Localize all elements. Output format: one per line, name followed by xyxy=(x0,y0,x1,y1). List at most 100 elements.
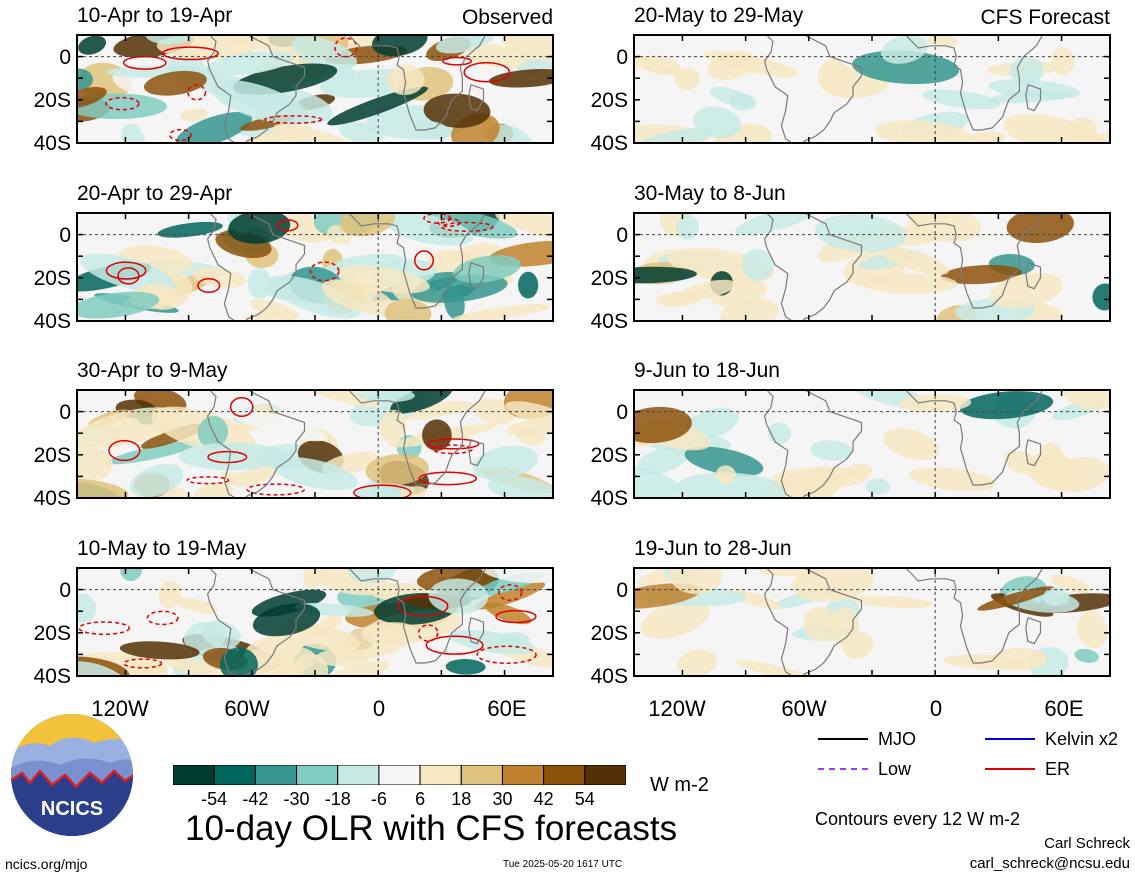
website-link[interactable]: ncics.org/mjo xyxy=(5,856,88,872)
er-contour xyxy=(463,62,511,83)
olr-anomaly-shading xyxy=(1004,450,1042,476)
olr-anomaly-shading xyxy=(422,419,452,451)
coastline xyxy=(899,213,1044,309)
olr-anomaly-shading xyxy=(977,586,1054,611)
lon-label-60w: 60W xyxy=(224,696,270,721)
olr-anomaly-shading xyxy=(129,464,184,498)
olr-anomaly-shading xyxy=(850,595,933,608)
lat-label: 20S xyxy=(33,266,71,290)
olr-anomaly-shading xyxy=(77,291,160,319)
olr-anomaly-shading xyxy=(320,615,342,629)
olr-anomaly-shading xyxy=(165,656,225,676)
timestamp: Tue 2025-05-20 1617 UTC xyxy=(503,859,623,870)
olr-anomaly-shading xyxy=(77,593,97,623)
olr-anomaly-shading xyxy=(988,79,1081,100)
olr-anomaly-shading xyxy=(734,659,837,676)
olr-anomaly-shading xyxy=(327,86,428,126)
lat-label: 0 xyxy=(616,578,628,602)
olr-anomaly-shading xyxy=(1092,283,1110,311)
lat-label: 40S xyxy=(590,132,628,155)
er-contour xyxy=(353,484,412,498)
olr-map-fc-2 xyxy=(633,212,1111,322)
olr-anomaly-shading xyxy=(78,35,107,55)
panel-title: 20-May to 29-May xyxy=(634,4,804,27)
olr-anomaly-shading xyxy=(80,253,176,293)
er-contour xyxy=(105,96,140,111)
er-contour xyxy=(277,219,299,232)
olr-anomaly-shading xyxy=(674,67,700,90)
lat-label: 0 xyxy=(59,45,71,69)
olr-anomaly-shading xyxy=(252,603,321,637)
colorbar-cell xyxy=(501,764,545,786)
colorbar-cell xyxy=(460,764,503,786)
olr-anomaly-shading xyxy=(499,632,530,647)
olr-anomaly-shading xyxy=(77,443,113,482)
er-contour xyxy=(146,610,179,626)
colorbar-tick-label: -30 xyxy=(283,789,310,809)
colorbar-cell xyxy=(172,764,215,786)
olr-anomaly-shading xyxy=(1062,390,1110,410)
olr-anomaly-shading xyxy=(308,568,388,596)
er-contour xyxy=(440,221,494,232)
er-contour xyxy=(427,438,480,450)
olr-anomaly-shading xyxy=(205,51,294,76)
er-contour xyxy=(264,115,323,124)
coastline xyxy=(206,213,306,321)
olr-anomaly-shading xyxy=(472,445,539,481)
colorbar-tick-label: 54 xyxy=(574,789,595,809)
olr-anomaly-shading xyxy=(357,390,415,403)
coastline xyxy=(468,262,485,290)
olr-anomaly-shading xyxy=(107,440,200,465)
olr-anomaly-shading xyxy=(268,275,362,319)
olr-map-fc-3 xyxy=(633,389,1111,499)
coastline xyxy=(1025,439,1042,467)
olr-anomaly-shading xyxy=(1077,610,1108,649)
olr-anomaly-shading xyxy=(428,578,489,614)
olr-anomaly-shading xyxy=(451,303,551,321)
olr-anomaly-shading xyxy=(810,440,853,461)
er-contour xyxy=(442,56,473,66)
coastline xyxy=(342,35,487,131)
er-contour xyxy=(186,476,230,485)
olr-anomaly-shading xyxy=(501,35,553,63)
olr-anomaly-shading xyxy=(634,52,678,75)
er-contour xyxy=(417,624,439,642)
er-contour xyxy=(187,84,207,101)
olr-anomaly-shading xyxy=(719,298,779,321)
panel-source-label: CFS Forecast xyxy=(980,6,1110,29)
coastline xyxy=(1025,617,1042,645)
lat-label: 0 xyxy=(616,45,628,69)
olr-anomaly-shading xyxy=(875,120,972,143)
er-contour xyxy=(108,439,141,462)
lon-label-120w: 120W xyxy=(91,696,149,721)
colorbar-cell xyxy=(337,764,380,786)
olr-anomaly-shading xyxy=(119,641,200,660)
er-contour xyxy=(414,250,435,271)
er-contour xyxy=(78,621,131,636)
olr-anomaly-shading xyxy=(505,401,553,426)
lon-label-120w: 120W xyxy=(648,696,706,721)
olr-anomaly-shading xyxy=(684,446,764,477)
er-contour xyxy=(334,37,358,58)
coastline xyxy=(206,390,306,498)
lat-label: 40S xyxy=(590,665,628,688)
coastline xyxy=(763,390,863,498)
olr-anomaly-shading xyxy=(193,482,233,498)
olr-anomaly-shading xyxy=(741,248,774,281)
lat-label: 20S xyxy=(33,443,71,467)
lon-label-0: 0 xyxy=(929,696,943,721)
er-contour xyxy=(197,278,221,294)
er-contour xyxy=(105,261,147,280)
olr-anomaly-shading xyxy=(77,87,107,109)
lat-label: 0 xyxy=(59,578,71,602)
olr-anomaly-shading xyxy=(453,255,521,283)
olr-map-obs-3 xyxy=(76,389,554,499)
olr-anomaly-shading xyxy=(423,93,491,128)
olr-map-fc-1 xyxy=(633,34,1111,144)
olr-anomaly-shading xyxy=(803,606,840,642)
panel-title: 10-May to 19-May xyxy=(77,537,247,560)
coastline xyxy=(763,213,863,321)
olr-anomaly-shading xyxy=(634,465,685,498)
er-contour xyxy=(397,595,449,617)
coastline xyxy=(342,390,487,486)
